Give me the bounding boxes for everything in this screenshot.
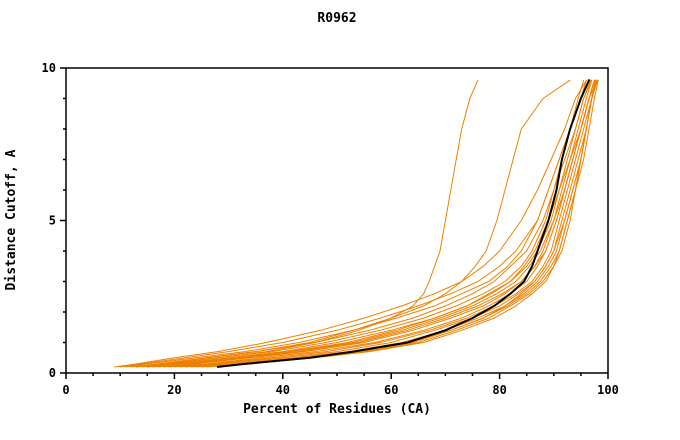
curve-highlighted-model [216, 79, 590, 368]
curve-model-12 [125, 79, 590, 368]
curve-model-03 [146, 79, 595, 368]
x-tick-label: 100 [597, 383, 619, 397]
x-tick-label: 40 [276, 383, 290, 397]
y-tick-label: 10 [42, 61, 56, 75]
curve-model-13 [179, 79, 598, 368]
curve-model-14 [157, 79, 595, 368]
plot-area: 0 20 40 60 80 100 0 5 10 [42, 61, 619, 397]
curve-model-11 [195, 79, 599, 368]
curve-model-18 [114, 79, 587, 368]
chart-title: R0962 [317, 11, 356, 26]
curve-model-09 [152, 79, 593, 368]
x-axis-label: Percent of Residues (CA) [243, 402, 431, 417]
curve-model-15 [141, 79, 479, 368]
y-tick-label: 5 [49, 214, 56, 228]
x-tick-label: 80 [492, 383, 506, 397]
curve-model-01 [119, 79, 587, 368]
x-tick-label: 0 [62, 383, 69, 397]
curve-model-04 [163, 79, 598, 368]
y-axis-label: Distance Cutoff, A [4, 149, 19, 290]
curve-model-05 [173, 79, 598, 368]
curve-model-20 [146, 79, 592, 368]
curve-model-10 [168, 79, 595, 368]
plot-box [65, 67, 609, 374]
x-tick-label: 20 [167, 383, 181, 397]
curve-model-16 [136, 79, 571, 368]
curve-model-07 [201, 79, 597, 368]
x-tick-label: 60 [384, 383, 398, 397]
y-tick-label: 0 [49, 366, 56, 380]
